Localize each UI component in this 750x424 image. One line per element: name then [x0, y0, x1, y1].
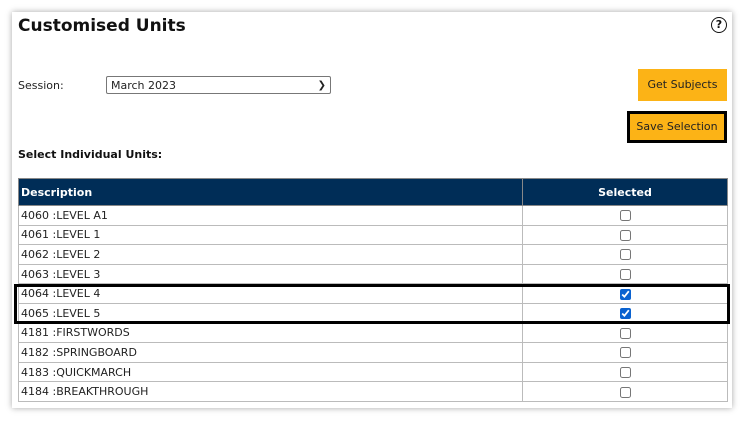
- table-row: 4183 :QUICKMARCH: [18, 361, 728, 383]
- unit-description: 4064 :LEVEL 4: [18, 283, 523, 304]
- unit-description: 4182 :SPRINGBOARD: [18, 342, 523, 363]
- column-header-description: Description: [18, 178, 523, 206]
- unit-description: 4062 :LEVEL 2: [18, 244, 523, 265]
- table-row: 4182 :SPRINGBOARD: [18, 342, 728, 363]
- unit-description: 4184 :BREAKTHROUGH: [18, 381, 523, 402]
- customised-units-panel: Customised Units ? Session: March 2023 ❯…: [12, 12, 732, 408]
- units-table: Description Selected 4060 :LEVEL A1 4061 …: [18, 178, 728, 402]
- table-row: 4063 :LEVEL 3: [18, 263, 728, 285]
- table-row: 4062 :LEVEL 2: [18, 244, 728, 265]
- session-label: Session:: [18, 79, 64, 92]
- unit-description: 4183 :QUICKMARCH: [18, 361, 523, 383]
- page-title: Customised Units: [18, 16, 186, 36]
- unit-checkbox[interactable]: [619, 327, 631, 339]
- table-row: 4181 :FIRSTWORDS: [18, 322, 728, 344]
- chevron-down-icon: ❯: [317, 80, 326, 91]
- unit-description: 4063 :LEVEL 3: [18, 263, 523, 285]
- unit-checkbox[interactable]: [619, 347, 631, 359]
- save-selection-button[interactable]: Save Selection: [627, 111, 727, 143]
- unit-description: 4061 :LEVEL 1: [18, 224, 523, 246]
- table-row: 4064 :LEVEL 4: [18, 283, 728, 304]
- unit-checkbox[interactable]: [619, 367, 631, 379]
- get-subjects-button[interactable]: Get Subjects: [638, 69, 727, 101]
- unit-description: 4060 :LEVEL A1: [18, 205, 523, 226]
- unit-checkbox[interactable]: [619, 288, 631, 300]
- table-row: 4061 :LEVEL 1: [18, 224, 728, 246]
- unit-checkbox[interactable]: [619, 210, 631, 222]
- selected-cell: [522, 224, 728, 246]
- column-header-selected: Selected: [522, 178, 728, 206]
- selected-cell: [522, 322, 728, 344]
- table-row: 4060 :LEVEL A1: [18, 205, 728, 226]
- unit-checkbox[interactable]: [619, 269, 631, 281]
- selected-cell: [522, 342, 728, 363]
- selected-cell: [522, 302, 728, 324]
- unit-description: 4181 :FIRSTWORDS: [18, 322, 523, 344]
- selected-cell: [522, 381, 728, 402]
- session-value: March 2023: [111, 79, 177, 92]
- session-select[interactable]: March 2023 ❯: [106, 76, 331, 94]
- table-row: 4065 :LEVEL 5: [18, 302, 728, 324]
- unit-checkbox[interactable]: [619, 386, 631, 398]
- selected-cell: [522, 205, 728, 226]
- unit-description: 4065 :LEVEL 5: [18, 302, 523, 324]
- unit-checkbox[interactable]: [619, 229, 631, 241]
- selected-cell: [522, 361, 728, 383]
- help-icon[interactable]: ?: [711, 17, 727, 33]
- selected-cell: [522, 244, 728, 265]
- table-row: 4184 :BREAKTHROUGH: [18, 381, 728, 402]
- selected-cell: [522, 263, 728, 285]
- select-units-heading: Select Individual Units:: [18, 148, 163, 161]
- unit-checkbox[interactable]: [619, 249, 631, 261]
- unit-checkbox[interactable]: [619, 308, 631, 320]
- selected-cell: [522, 283, 728, 304]
